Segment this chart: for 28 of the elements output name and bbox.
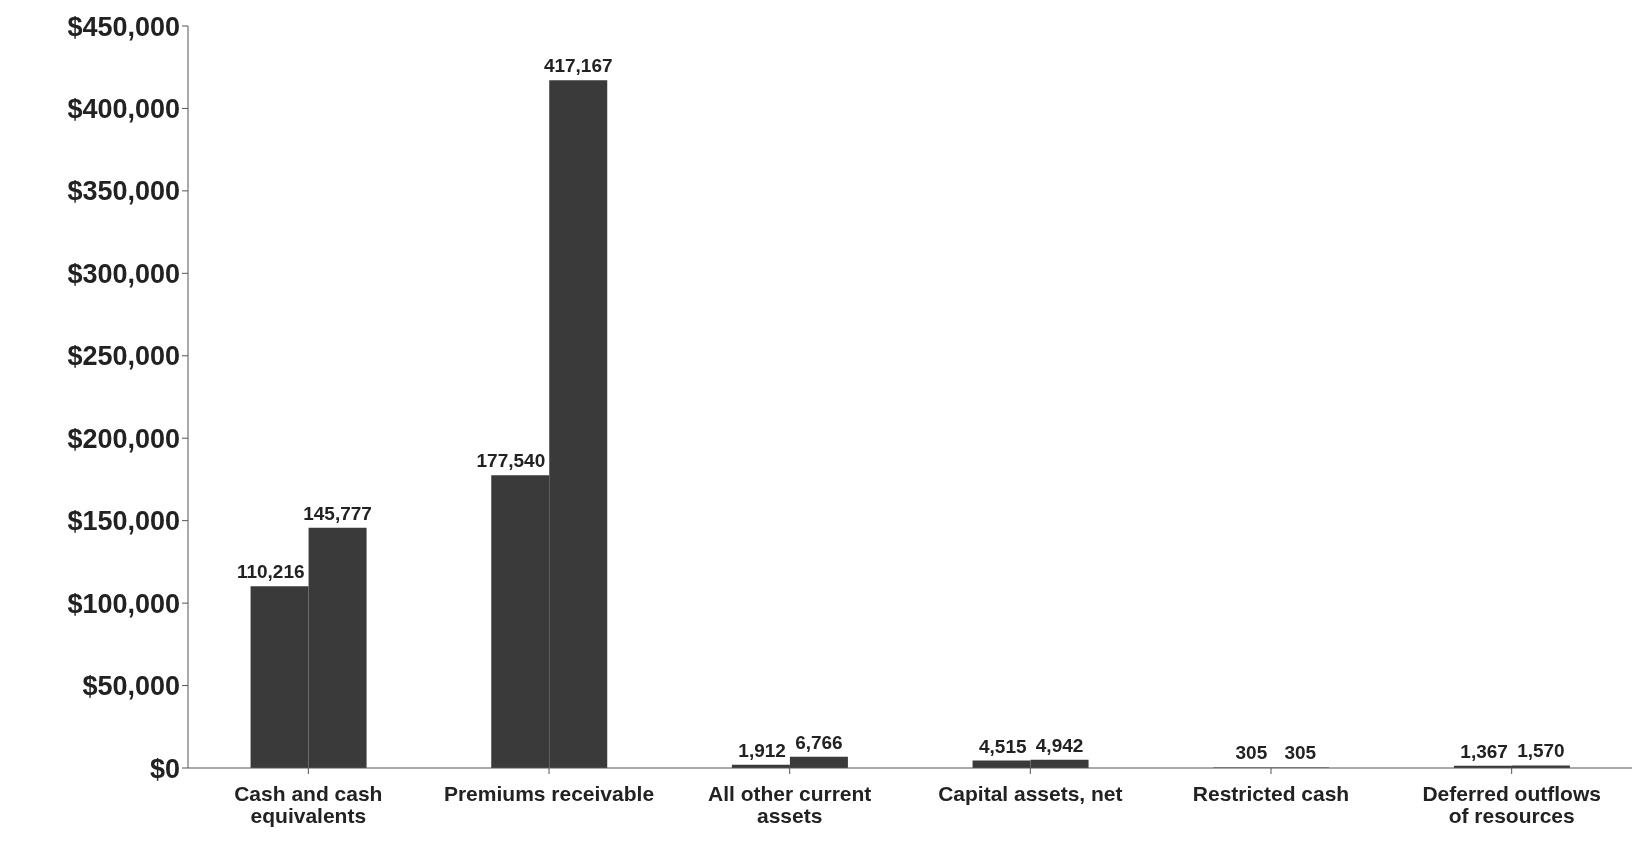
x-tick-label: Cash and cash equivalents: [234, 781, 383, 827]
data-label: 6,766: [795, 731, 843, 753]
data-label: 417,167: [543, 55, 613, 77]
data-label: 4,942: [1035, 734, 1084, 756]
data-label: 305: [1235, 742, 1268, 764]
x-tick-label: Restricted cash: [1192, 781, 1350, 805]
y-tick-label: $450,000: [67, 11, 180, 42]
y-tick-label: $150,000: [67, 506, 180, 537]
x-tick-label: Deferred outflows of resources: [1422, 781, 1601, 827]
y-tick-label: $100,000: [67, 588, 180, 619]
x-tick-label: Premiums receivable: [443, 781, 655, 805]
x-tick-label: Capital assets, net: [938, 781, 1123, 805]
y-tick-label: $350,000: [67, 176, 180, 207]
data-label: 1,367: [1460, 740, 1508, 762]
y-tick-label: $400,000: [67, 94, 180, 125]
data-label: 1,912: [738, 739, 786, 761]
y-tick-label: $0: [149, 753, 180, 784]
data-label: 145,777: [303, 502, 372, 524]
data-label: 4,515: [979, 735, 1028, 757]
data-label: 1,570: [1517, 740, 1565, 762]
y-tick-label: $250,000: [67, 341, 180, 372]
y-tick-label: $50,000: [82, 671, 180, 702]
x-tick-label: All other current assets: [707, 781, 872, 827]
y-tick-label: $300,000: [67, 258, 180, 289]
y-tick-label: $200,000: [67, 423, 180, 454]
data-label: 110,216: [236, 561, 305, 583]
data-label: 177,540: [476, 450, 546, 472]
data-label: 305: [1284, 742, 1317, 764]
